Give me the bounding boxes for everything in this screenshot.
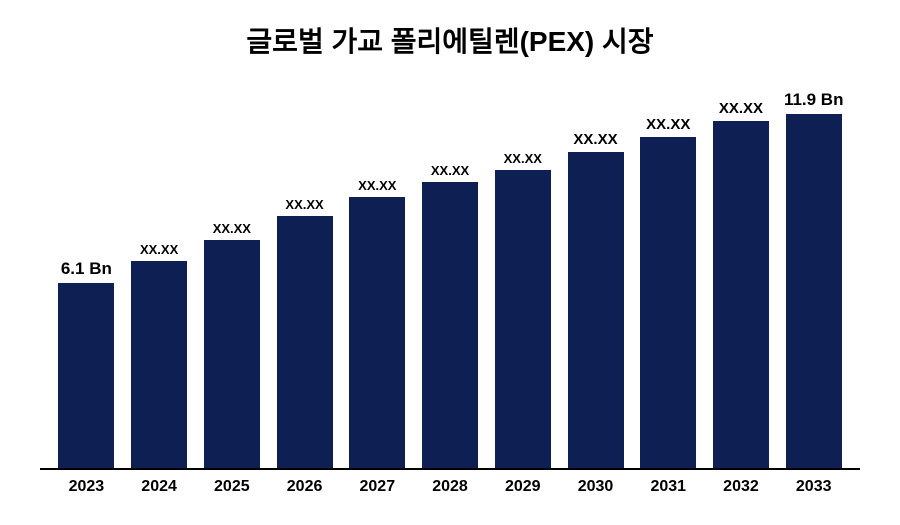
bar-value-label: XX.XX [140, 242, 178, 257]
bar-value-label: XX.XX [213, 221, 251, 236]
bar-value-label: XX.XX [431, 163, 469, 178]
bar [568, 152, 624, 468]
bar-group: 11.9 Bn [777, 90, 850, 468]
x-axis-label: 2031 [632, 478, 705, 496]
bar [349, 197, 405, 468]
bar-value-label: XX.XX [646, 116, 690, 133]
bar-group: XX.XX [341, 90, 414, 468]
bar [277, 216, 333, 468]
bar-group: XX.XX [123, 90, 196, 468]
chart-container: 글로벌 가교 폴리에틸렌(PEX) 시장 6.1 Bn XX.XX XX.XX XX.… [0, 0, 900, 525]
bar-group: XX.XX [268, 90, 341, 468]
x-axis-label: 2029 [486, 478, 559, 496]
x-axis-label: 2032 [705, 478, 778, 496]
bar-group: XX.XX [705, 90, 778, 468]
bar-value-label: 11.9 Bn [784, 90, 844, 110]
bar-value-label: XX.XX [573, 131, 617, 148]
chart-plot-area: 6.1 Bn XX.XX XX.XX XX.XX XX.XX XX.XX XX.XX XX.X… [40, 90, 860, 470]
x-axis-label: 2028 [414, 478, 487, 496]
bar [786, 114, 842, 468]
x-axis-label: 2033 [777, 478, 850, 496]
bar-group: XX.XX [486, 90, 559, 468]
bars-row: 6.1 Bn XX.XX XX.XX XX.XX XX.XX XX.XX XX.XX XX.X… [40, 90, 860, 468]
bar [131, 261, 187, 468]
bar-value-label: XX.XX [285, 197, 323, 212]
chart-title: 글로벌 가교 폴리에틸렌(PEX) 시장 [40, 20, 860, 60]
bar-value-label: XX.XX [504, 151, 542, 166]
x-axis-label: 2026 [268, 478, 341, 496]
x-axis-label: 2024 [123, 478, 196, 496]
bar-value-label: XX.XX [358, 178, 396, 193]
x-axis-label: 2023 [50, 478, 123, 496]
bar [58, 283, 114, 468]
bar-group: XX.XX [559, 90, 632, 468]
x-axis-label: 2027 [341, 478, 414, 496]
bar [495, 170, 551, 468]
bar-value-label: 6.1 Bn [61, 259, 112, 279]
bar [640, 137, 696, 468]
bar-value-label: XX.XX [719, 100, 763, 117]
bar [204, 240, 260, 468]
bar [713, 121, 769, 468]
bar-group: XX.XX [195, 90, 268, 468]
x-axis-label: 2025 [195, 478, 268, 496]
bar-group: 6.1 Bn [50, 90, 123, 468]
x-axis-label: 2030 [559, 478, 632, 496]
x-axis: 2023202420252026202720282029203020312032… [40, 470, 860, 496]
bar-group: XX.XX [632, 90, 705, 468]
bar-group: XX.XX [414, 90, 487, 468]
bar [422, 182, 478, 468]
